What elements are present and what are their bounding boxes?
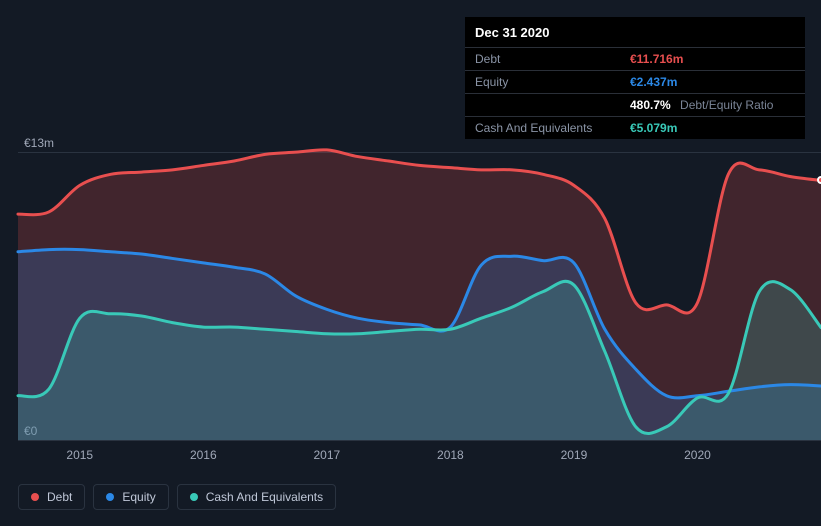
legend-label: Cash And Equivalents xyxy=(206,490,323,504)
tooltip-row-value: €2.437m xyxy=(630,73,677,91)
tooltip-row-value: €11.716m xyxy=(630,50,683,68)
legend-swatch xyxy=(106,493,114,501)
legend-item-debt[interactable]: Debt xyxy=(18,484,85,510)
legend-swatch xyxy=(190,493,198,501)
tooltip-row-label: Equity xyxy=(475,73,630,91)
tooltip-row-value: €5.079m xyxy=(630,119,677,137)
chart-tooltip: Dec 31 2020 Debt€11.716mEquity€2.437m480… xyxy=(465,17,805,139)
x-axis-label: 2015 xyxy=(66,448,93,462)
x-axis-label: 2020 xyxy=(684,448,711,462)
tooltip-row-value: 480.7% Debt/Equity Ratio xyxy=(630,96,773,114)
legend-label: Debt xyxy=(47,490,72,504)
x-axis-label: 2019 xyxy=(561,448,588,462)
tooltip-row: Debt€11.716m xyxy=(465,47,805,70)
tooltip-row-label: Cash And Equivalents xyxy=(475,119,630,137)
hover-marker xyxy=(817,176,821,184)
tooltip-row: Equity€2.437m xyxy=(465,70,805,93)
legend-swatch xyxy=(31,493,39,501)
legend-item-equity[interactable]: Equity xyxy=(93,484,168,510)
tooltip-date: Dec 31 2020 xyxy=(465,17,805,47)
chart-legend: Debt Equity Cash And Equivalents xyxy=(18,484,336,510)
x-axis-label: 2017 xyxy=(313,448,340,462)
financials-area-chart: €0€13m 201520162017201820192020 Dec 31 2… xyxy=(0,0,821,526)
legend-item-cash-and-equivalents[interactable]: Cash And Equivalents xyxy=(177,484,336,510)
x-axis-label: 2016 xyxy=(190,448,217,462)
tooltip-row: 480.7% Debt/Equity Ratio xyxy=(465,93,805,116)
tooltip-row-label: Debt xyxy=(475,50,630,68)
x-axis-label: 2018 xyxy=(437,448,464,462)
legend-label: Equity xyxy=(122,490,155,504)
tooltip-row-label xyxy=(475,96,630,114)
tooltip-row: Cash And Equivalents€5.079m xyxy=(465,116,805,139)
